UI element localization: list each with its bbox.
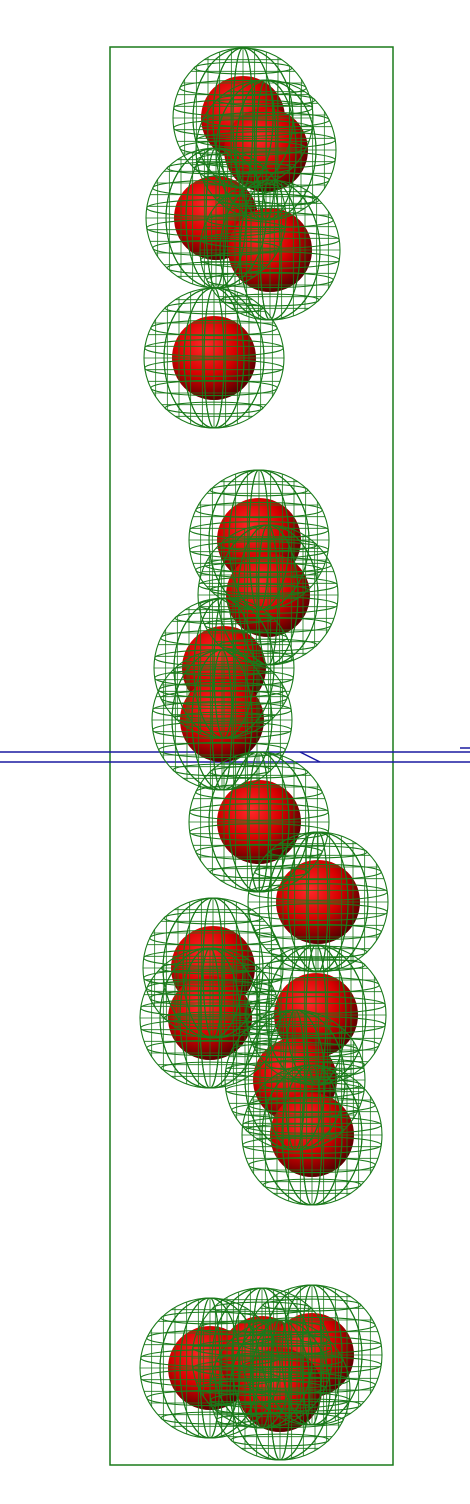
particle-wire-shell: [199, 179, 341, 321]
particle-wire-shell: [195, 79, 337, 221]
particle-wire-shell: [145, 147, 287, 289]
particle-wire-shell: [139, 947, 281, 1089]
particle-wire-shell: [139, 1297, 281, 1439]
particle-wire-shell: [151, 649, 293, 791]
wireframe-spheres: [139, 47, 389, 1461]
particle-wire-shell: [209, 1319, 351, 1461]
particle-wire-shell: [247, 831, 389, 973]
particle-wire-shell: [153, 597, 295, 739]
particle-wire-shell: [142, 897, 284, 1039]
container-box: [109, 46, 394, 1466]
particle-wire-shell: [143, 287, 285, 429]
solid-spheres: [168, 76, 360, 1432]
particle-wire-shell: [188, 751, 330, 893]
particle-wire-shell: [241, 1064, 383, 1206]
particle-wire-shell: [245, 944, 387, 1086]
